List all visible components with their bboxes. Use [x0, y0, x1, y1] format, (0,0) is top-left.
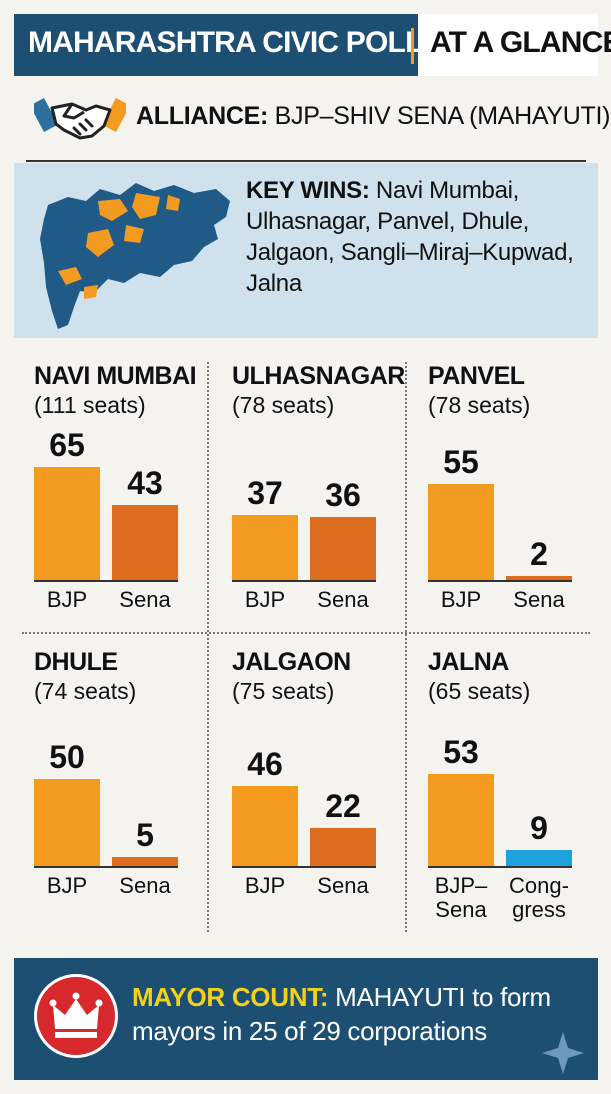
chart-title: DHULE: [34, 648, 118, 676]
alliance-text: ALLIANCE: BJP–SHIV SENA (MAHAYUTI): [136, 102, 610, 131]
crown-badge: [34, 974, 118, 1058]
key-wins-value: Navi Mumbai, Ulhasnagar, Panvel, Dhule, …: [246, 177, 574, 297]
chart-title: JALGAON: [232, 648, 351, 676]
chart-title: JALNA: [428, 648, 509, 676]
bar: [506, 576, 572, 580]
category-label: BJP: [244, 587, 286, 612]
footer-banner: MAYOR COUNT: MAHAYUTI to form mayors in …: [14, 958, 598, 1080]
chart-subtitle: (78 seats): [428, 392, 531, 418]
chart-subtitle: (111 seats): [34, 392, 146, 418]
bar-value-label: 37: [247, 475, 283, 512]
chart-title: ULHASNAGAR: [232, 362, 405, 390]
bar-value-label: 2: [530, 536, 548, 572]
bar-value-label: 46: [247, 745, 283, 782]
maharashtra-map-icon: [40, 183, 230, 329]
page-title: MAHARASHTRA CIVIC POLLS: [28, 26, 443, 59]
page-subtitle: AT A GLANCE: [430, 26, 611, 59]
bar-value-label: 55: [443, 444, 479, 481]
header-banner: MAHARASHTRA CIVIC POLLS AT A GLANCE: [14, 14, 611, 76]
bar-value-label: 43: [127, 464, 163, 501]
bar-value-label: 22: [325, 787, 361, 824]
key-wins-text: KEY WINS: Navi Mumbai, Ulhasnagar, Panve…: [246, 175, 591, 299]
bar: [506, 850, 572, 866]
divider: [26, 160, 586, 162]
chart-subtitle: (74 seats): [34, 678, 137, 704]
title-right-box: AT A GLANCE: [418, 14, 611, 76]
chart-subtitle: (78 seats): [232, 392, 335, 418]
bar: [34, 778, 100, 866]
chart-subtitle: (65 seats): [428, 678, 531, 704]
bar-value-label: 65: [49, 426, 85, 463]
bar: [310, 827, 376, 866]
category-label: Sena: [317, 873, 369, 898]
category-label: BJP: [46, 873, 88, 898]
key-wins-section: KEY WINS: Navi Mumbai, Ulhasnagar, Panve…: [14, 163, 598, 338]
category-label: BJP–Sena: [434, 873, 488, 922]
sparkle-icon: [542, 1032, 584, 1074]
mayor-count-value: MAHAYUTI to form mayors in 25 of 29 corp…: [132, 982, 551, 1046]
column-separator: [207, 362, 209, 932]
chart-panel: DHULE (74 seats) 50 BJP 5 Sena: [34, 648, 214, 926]
chart-subtitle: (75 seats): [232, 678, 335, 704]
chart-title: PANVEL: [428, 362, 525, 390]
handshake-icon: [34, 98, 126, 140]
chart-baseline: [232, 866, 376, 868]
key-wins-label: KEY WINS:: [246, 177, 370, 204]
chart-baseline: [428, 580, 572, 582]
title-separator: [411, 28, 414, 64]
chart-panel: JALNA (65 seats) 53 BJP–Sena 9 Cong-gress: [428, 648, 608, 926]
chart-panel: JALGAON (75 seats) 46 BJP 22 Sena: [232, 648, 412, 926]
chart-panel: NAVI MUMBAI (111 seats) 65 BJP 43 Sena: [34, 362, 214, 640]
bar-value-label: 50: [49, 738, 85, 775]
category-label: BJP: [46, 587, 88, 612]
alliance-value: BJP–SHIV SENA (MAHAYUTI): [274, 102, 611, 130]
bar: [232, 785, 298, 866]
bar-value-label: 9: [530, 810, 548, 847]
alliance-section: ALLIANCE: BJP–SHIV SENA (MAHAYUTI): [14, 76, 610, 162]
mayor-count-label: MAYOR COUNT:: [132, 982, 329, 1012]
bar: [310, 517, 376, 580]
category-label: Sena: [317, 587, 369, 612]
mayor-count-text: MAYOR COUNT: MAHAYUTI to form mayors in …: [132, 980, 592, 1048]
bar-value-label: 5: [136, 817, 154, 854]
bar: [112, 857, 178, 866]
chart-title: NAVI MUMBAI: [34, 362, 197, 390]
column-separator: [405, 362, 407, 932]
category-label: Cong-gress: [509, 873, 569, 922]
bar: [428, 773, 494, 866]
category-label: Sena: [119, 587, 171, 612]
category-label: BJP: [244, 873, 286, 898]
crown-icon: [49, 992, 103, 1038]
alliance-label: ALLIANCE:: [136, 102, 269, 130]
bar: [428, 484, 494, 580]
chart-baseline: [34, 580, 178, 582]
bar: [34, 466, 100, 580]
category-label: Sena: [513, 587, 565, 612]
bar-value-label: 53: [443, 733, 479, 770]
chart-baseline: [34, 866, 178, 868]
category-label: BJP: [440, 587, 482, 612]
bar: [232, 515, 298, 580]
chart-baseline: [428, 866, 572, 868]
row-separator: [22, 632, 590, 634]
bar-value-label: 36: [325, 477, 361, 514]
category-label: Sena: [119, 873, 171, 898]
chart-panel: ULHASNAGAR (78 seats) 37 BJP 36 Sena: [232, 362, 412, 640]
chart-baseline: [232, 580, 376, 582]
bar: [112, 504, 178, 580]
chart-panel: PANVEL (78 seats) 55 BJP 2 Sena: [428, 362, 608, 640]
